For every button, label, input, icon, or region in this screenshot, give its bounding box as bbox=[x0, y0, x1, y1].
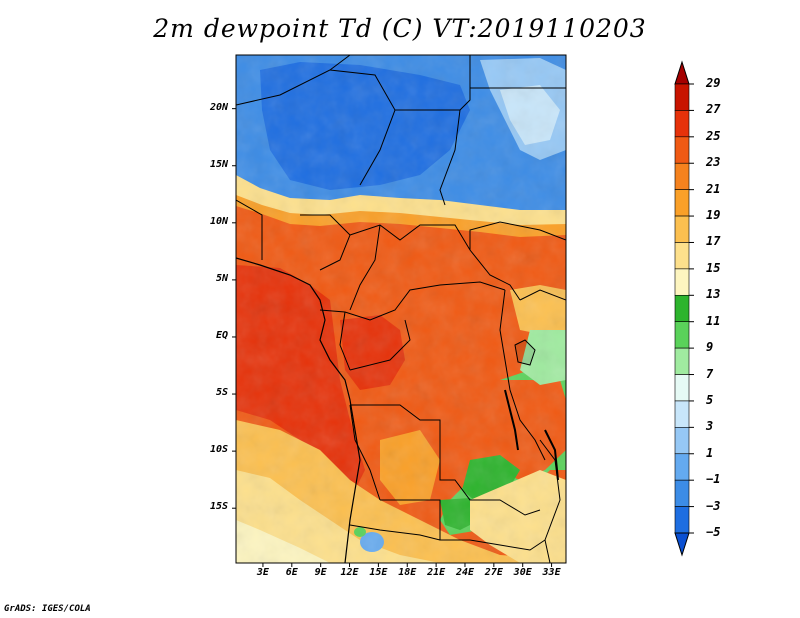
colorbar-bottom-arrow bbox=[674, 532, 690, 557]
lat-label: 15N bbox=[209, 158, 228, 170]
colorbar-segment bbox=[674, 479, 690, 507]
colorbar-label: 19 bbox=[706, 208, 721, 223]
colorbar-segment bbox=[674, 321, 690, 349]
lon-label: 9E bbox=[314, 567, 327, 578]
colorbar-label: 5 bbox=[706, 392, 714, 407]
colorbar-segment bbox=[674, 162, 690, 190]
grads-credit: GrADS: IGES/COLA bbox=[4, 604, 91, 614]
colorbar-label: −5 bbox=[706, 525, 721, 539]
lat-label: 5N bbox=[215, 272, 228, 284]
colorbar-segment bbox=[674, 347, 690, 375]
colorbar-top-arrow bbox=[674, 60, 690, 85]
lon-label: 3E bbox=[256, 567, 269, 578]
map-title: 2m dewpoint Td (C) VT:2019110203 bbox=[153, 14, 647, 43]
colorbar-label: −3 bbox=[706, 498, 721, 513]
colorbar-label: 23 bbox=[706, 155, 721, 170]
colorbar-label: 13 bbox=[706, 287, 721, 302]
colorbar-segment bbox=[674, 427, 690, 455]
colorbar-segment bbox=[674, 268, 690, 296]
lon-label: 33E bbox=[542, 567, 561, 578]
colorbar-label: 11 bbox=[706, 313, 721, 328]
colorbar-label: 27 bbox=[706, 102, 721, 117]
lon-label: 12E bbox=[340, 567, 359, 578]
colorbar-label: 9 bbox=[706, 340, 714, 355]
colorbar-segment bbox=[674, 374, 690, 402]
lon-label: 6E bbox=[285, 567, 298, 578]
colorbar-segment bbox=[674, 215, 690, 243]
lat-label: EQ bbox=[215, 329, 228, 341]
lon-label: 21E bbox=[427, 567, 446, 578]
colorbar-segment bbox=[674, 400, 690, 428]
colorbar-segment bbox=[674, 294, 690, 323]
colorbar-segment bbox=[674, 453, 690, 481]
colorbar-segment bbox=[674, 242, 690, 270]
colorbar-segment bbox=[674, 136, 690, 164]
colorbar-segment bbox=[674, 506, 690, 534]
lat-label: 10N bbox=[209, 215, 228, 227]
colorbar-segment bbox=[674, 110, 690, 138]
colorbar-label: 3 bbox=[706, 419, 714, 434]
dewpoint-field bbox=[236, 55, 566, 563]
map-frame bbox=[235, 54, 567, 564]
colorbar-label: 15 bbox=[706, 260, 721, 275]
colorbar-label: 29 bbox=[706, 76, 721, 90]
colorbar-label: −1 bbox=[706, 472, 721, 487]
colorbar-label: 21 bbox=[706, 181, 721, 196]
lon-label: 18E bbox=[398, 567, 417, 578]
colorbar-label: 17 bbox=[706, 234, 721, 249]
colorbar-segment bbox=[674, 83, 690, 111]
colorbar-segment bbox=[674, 189, 690, 217]
lat-label: 10S bbox=[209, 444, 228, 456]
lon-label: 30E bbox=[513, 567, 532, 578]
colorbar bbox=[674, 60, 694, 557]
lon-label: 24E bbox=[455, 567, 474, 578]
country-borders bbox=[236, 55, 566, 563]
colorbar-label: 7 bbox=[706, 366, 714, 381]
colorbar-label: 1 bbox=[706, 445, 714, 460]
colorbar-label: 25 bbox=[706, 128, 721, 143]
lon-label: 15E bbox=[369, 567, 388, 578]
lat-label: 20N bbox=[209, 101, 228, 113]
lat-label: 15S bbox=[209, 501, 228, 513]
lon-label: 27E bbox=[484, 567, 503, 578]
lat-label: 5S bbox=[215, 387, 228, 399]
